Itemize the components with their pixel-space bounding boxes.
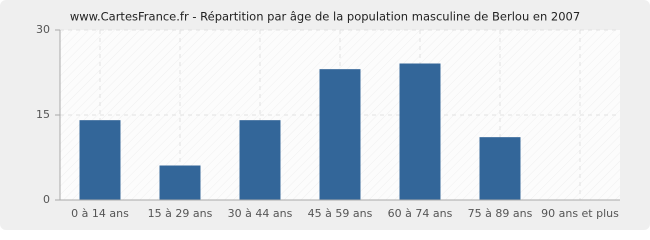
- x-tick-label: 75 à 89 ans: [468, 207, 533, 220]
- bar: [479, 137, 521, 201]
- chart: www.CartesFrance.fr - Répartition par âg…: [0, 0, 650, 230]
- y-tick-label: 0: [43, 193, 50, 206]
- y-tick-label: 15: [36, 108, 50, 121]
- bar: [319, 69, 361, 201]
- x-tick-label: 15 à 29 ans: [148, 207, 213, 220]
- x-tick-label: 90 ans et plus: [541, 207, 619, 220]
- x-tick-label: 30 à 44 ans: [228, 207, 293, 220]
- x-tick-label: 60 à 74 ans: [388, 207, 453, 220]
- bar: [79, 120, 121, 201]
- bar: [239, 120, 281, 201]
- y-tick-label: 30: [36, 23, 50, 36]
- bar: [399, 63, 441, 201]
- page: {"chart_data": {"type": "bar", "title": …: [0, 0, 650, 230]
- chart-title: www.CartesFrance.fr - Répartition par âg…: [70, 10, 580, 24]
- x-tick-label: 45 à 59 ans: [308, 207, 373, 220]
- bar: [159, 165, 201, 201]
- x-tick-label: 0 à 14 ans: [71, 207, 129, 220]
